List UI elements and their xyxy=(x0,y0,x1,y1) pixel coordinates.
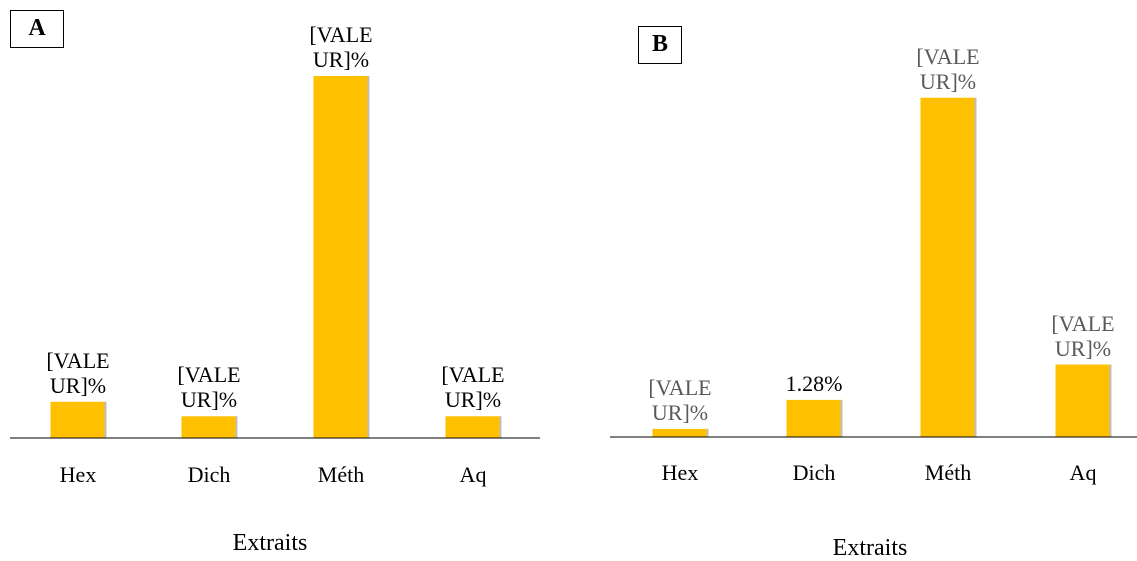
x-tick-label: Méth xyxy=(317,462,365,487)
x-tick-label: Hex xyxy=(59,462,97,487)
data-label: [VALEUR]% xyxy=(177,362,241,413)
bar xyxy=(313,76,369,438)
data-label: [VALEUR]% xyxy=(309,22,373,72)
data-label: [VALEUR]% xyxy=(1051,310,1115,361)
bar xyxy=(920,97,976,437)
bar xyxy=(445,416,501,438)
data-label: 1.28% xyxy=(785,370,843,396)
bar xyxy=(652,428,708,437)
x-tick-label: Dich xyxy=(792,460,836,485)
bar xyxy=(50,401,106,438)
panel-label: B xyxy=(638,26,682,64)
x-tick-label: Aq xyxy=(1069,460,1097,485)
bar xyxy=(786,399,842,437)
x-axis-title: Extraits xyxy=(232,530,308,556)
bar xyxy=(1055,364,1111,437)
data-label: [VALEUR]% xyxy=(916,43,980,94)
x-tick-label: Dich xyxy=(187,462,231,487)
panel-label: A xyxy=(10,10,64,48)
data-label: [VALEUR]% xyxy=(648,374,712,425)
x-tick-label: Hex xyxy=(661,460,699,485)
x-tick-label: Aq xyxy=(459,462,487,487)
x-tick-label: Méth xyxy=(924,460,972,485)
bar xyxy=(181,416,237,438)
data-label: [VALEUR]% xyxy=(441,362,505,413)
x-axis-title: Extraits xyxy=(832,535,908,561)
data-label: [VALEUR]% xyxy=(46,347,110,398)
